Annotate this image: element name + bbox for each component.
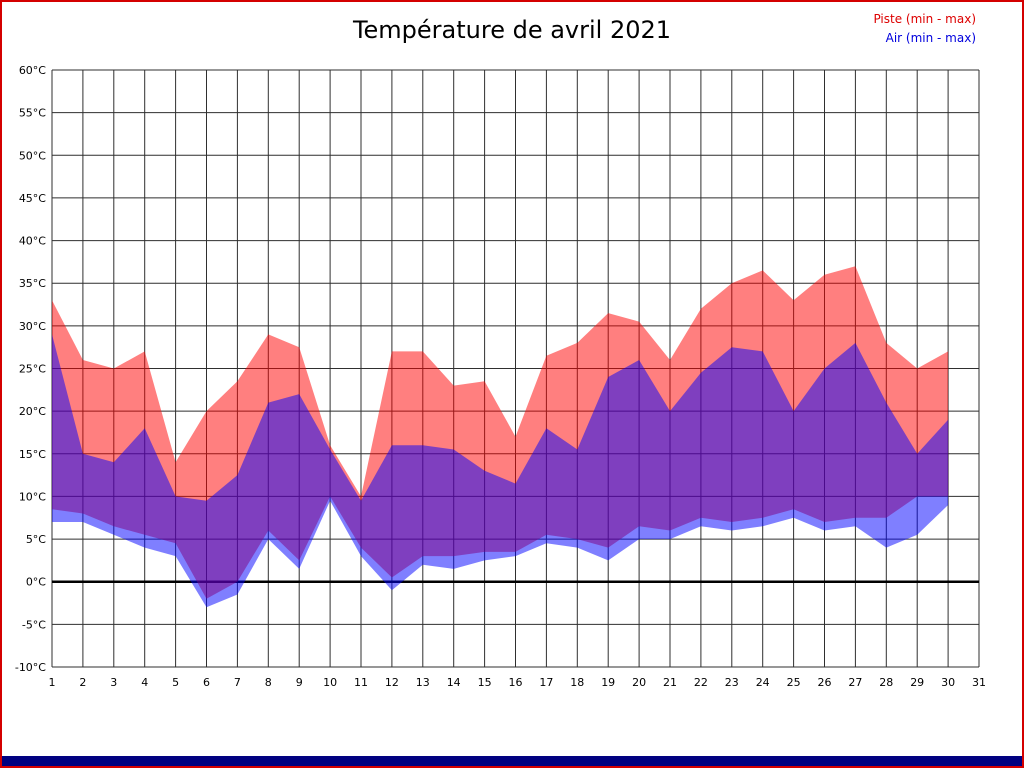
y-tick-label: 10°C <box>19 490 46 503</box>
x-tick-label: 23 <box>725 676 739 689</box>
x-tick-label: 3 <box>110 676 117 689</box>
x-tick-label: 28 <box>879 676 893 689</box>
y-tick-label: 45°C <box>19 192 46 205</box>
x-tick-label: 1 <box>49 676 56 689</box>
x-tick-label: 14 <box>447 676 461 689</box>
x-tick-label: 16 <box>509 676 523 689</box>
x-tick-label: 25 <box>787 676 801 689</box>
chart-title: Température de avril 2021 <box>352 16 672 44</box>
x-tick-label: 15 <box>478 676 492 689</box>
x-tick-label: 24 <box>756 676 770 689</box>
air-band <box>52 334 949 608</box>
x-tick-label: 31 <box>972 676 986 689</box>
x-tick-label: 19 <box>601 676 615 689</box>
x-tick-label: 10 <box>323 676 337 689</box>
x-tick-label: 11 <box>354 676 368 689</box>
y-tick-label: 30°C <box>19 320 46 333</box>
y-tick-label: 35°C <box>19 277 46 290</box>
x-tick-label: 6 <box>203 676 210 689</box>
legend-item: Piste (min - max) <box>873 12 976 26</box>
x-tick-label: 26 <box>818 676 832 689</box>
y-tick-label: 20°C <box>19 405 46 418</box>
x-tick-label: 9 <box>296 676 303 689</box>
x-tick-label: 7 <box>234 676 241 689</box>
y-tick-label: 5°C <box>26 533 46 546</box>
y-tick-label: -10°C <box>15 661 46 674</box>
legend: Piste (min - max) Air (min - max) <box>873 10 976 48</box>
y-tick-label: 40°C <box>19 235 46 248</box>
legend-item: Air (min - max) <box>885 31 976 46</box>
x-tick-label: 22 <box>694 676 708 689</box>
x-tick-label: 2 <box>79 676 86 689</box>
y-tick-label: 50°C <box>19 149 46 162</box>
y-tick-label: 15°C <box>19 448 46 461</box>
y-tick-label: 0°C <box>26 576 46 589</box>
x-tick-label: 20 <box>632 676 646 689</box>
x-tick-label: 21 <box>663 676 677 689</box>
x-tick-label: 5 <box>172 676 179 689</box>
x-tick-label: 8 <box>265 676 272 689</box>
x-tick-label: 30 <box>941 676 955 689</box>
x-tick-label: 29 <box>910 676 924 689</box>
x-tick-label: 4 <box>141 676 148 689</box>
y-tick-label: -5°C <box>22 618 46 631</box>
y-tick-label: 60°C <box>19 64 46 77</box>
x-tick-label: 18 <box>570 676 584 689</box>
x-tick-label: 17 <box>539 676 553 689</box>
bottom-bar <box>2 756 1022 766</box>
y-tick-label: 55°C <box>19 107 46 120</box>
y-tick-label: 25°C <box>19 363 46 376</box>
x-tick-label: 27 <box>848 676 862 689</box>
x-tick-label: 12 <box>385 676 399 689</box>
x-tick-label: 13 <box>416 676 430 689</box>
